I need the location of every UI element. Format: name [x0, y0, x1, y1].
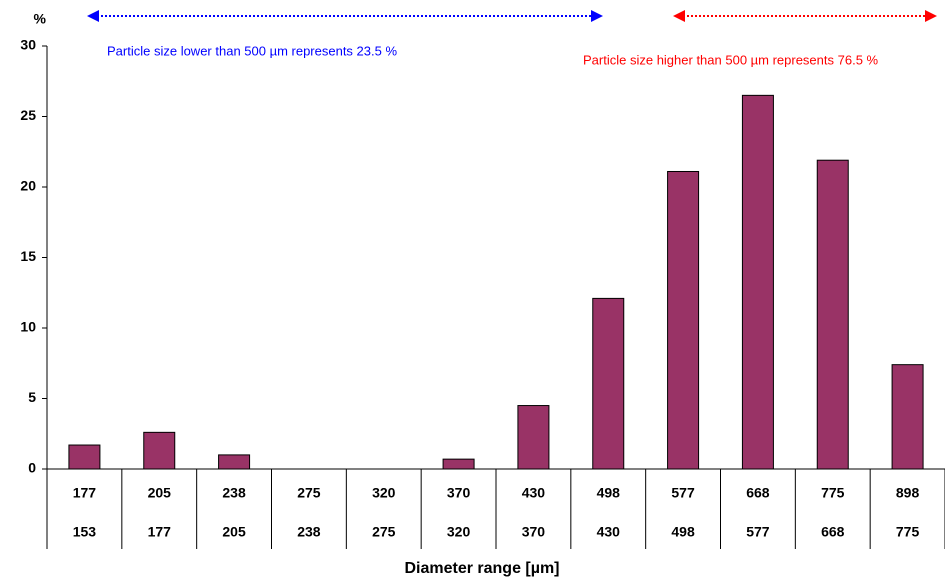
x-tick-label: 320: [372, 485, 396, 501]
x-tick-label: 668: [746, 485, 770, 501]
x-tick-label: 498: [671, 524, 695, 540]
x-tick-label: 153: [73, 524, 97, 540]
x-tick-label: 275: [372, 524, 396, 540]
bar: [741, 94, 774, 470]
annotation: Particle size lower than 500 µm represen…: [107, 43, 397, 58]
y-tick-label: 10: [20, 319, 36, 335]
bar: [816, 159, 849, 470]
x-tick-label: 898: [896, 485, 920, 501]
y-tick-label: 5: [28, 389, 36, 405]
x-tick-label: 177: [73, 485, 97, 501]
x-tick-label: 370: [522, 524, 546, 540]
x-tick-label: 205: [222, 524, 246, 540]
x-tick-label: 275: [297, 485, 321, 501]
bar: [68, 444, 101, 470]
x-tick-label: 430: [522, 485, 546, 501]
y-tick-label: 25: [20, 107, 36, 123]
x-tick-label: 238: [222, 485, 246, 501]
x-tick-label: 577: [671, 485, 695, 501]
bar: [891, 364, 924, 470]
bar: [218, 454, 251, 470]
bar: [517, 405, 550, 470]
x-tick-label: 775: [821, 485, 845, 501]
y-tick-label: 20: [20, 178, 36, 194]
y-axis-label: %: [34, 11, 47, 27]
y-tick-label: 15: [20, 248, 36, 264]
x-axis-label: Diameter range [µm]: [404, 560, 559, 577]
x-tick-label: 320: [447, 524, 471, 540]
annotation: Particle size higher than 500 µm represe…: [583, 52, 879, 67]
y-tick-label: 30: [20, 37, 36, 53]
x-tick-label: 177: [148, 524, 172, 540]
y-tick-label: 0: [28, 460, 36, 476]
x-tick-label: 498: [597, 485, 621, 501]
x-tick-label: 370: [447, 485, 471, 501]
x-tick-label: 775: [896, 524, 920, 540]
bar: [143, 431, 176, 470]
x-tick-label: 577: [746, 524, 770, 540]
bar: [442, 458, 475, 470]
x-tick-label: 430: [597, 524, 621, 540]
bar: [592, 297, 625, 470]
x-tick-label: 668: [821, 524, 845, 540]
x-tick-label: 205: [148, 485, 172, 501]
x-tick-label: 238: [297, 524, 321, 540]
bar: [667, 170, 700, 470]
